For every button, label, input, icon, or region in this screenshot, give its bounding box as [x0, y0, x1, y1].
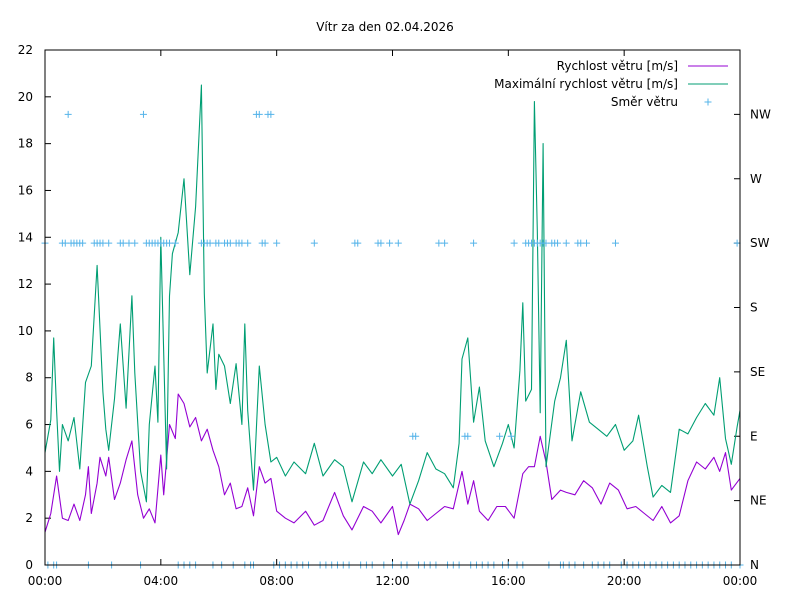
y-tick-label: 10	[18, 324, 33, 338]
y-tick-label: 6	[25, 418, 33, 432]
y-tick-label: 8	[25, 371, 33, 385]
legend-label-max-speed: Maximální rychlost větru [m/s]	[494, 77, 678, 91]
x-tick-label: 20:00	[607, 574, 642, 588]
y-tick-label: 0	[25, 558, 33, 572]
direction-point	[261, 239, 269, 247]
direction-point	[310, 239, 318, 247]
direction-point	[139, 110, 147, 118]
y-tick-label: 20	[18, 90, 33, 104]
direction-point	[507, 432, 515, 440]
y2-tick-label: NE	[750, 494, 767, 508]
direction-point	[470, 239, 478, 247]
chart-title: Vítr za den 02.04.2026	[316, 20, 454, 34]
direction-point	[496, 432, 504, 440]
direction-point	[377, 239, 385, 247]
y-tick-label: 2	[25, 511, 33, 525]
direction-point	[79, 239, 87, 247]
direction-point	[64, 110, 72, 118]
legend-label-speed: Rychlost větru [m/s]	[557, 59, 678, 73]
x-tick-label: 00:00	[723, 574, 758, 588]
direction-point	[255, 110, 263, 118]
y2-tick-label: SE	[750, 365, 765, 379]
x-tick-label: 08:00	[259, 574, 294, 588]
legend: Rychlost větru [m/s] Maximální rychlost …	[494, 59, 728, 109]
y2-tick-label: W	[750, 172, 762, 186]
y2-tick-label: NW	[750, 107, 771, 121]
y2-tick-label: E	[750, 429, 758, 443]
y-tick-label: 4	[25, 464, 33, 478]
y2-tick-label: N	[750, 558, 759, 572]
direction-point	[562, 239, 570, 247]
series-line-max-speed	[44, 84, 741, 505]
x-tick-label: 00:00	[28, 574, 63, 588]
y-tick-label: 18	[18, 137, 33, 151]
direction-point	[441, 239, 449, 247]
direction-point	[105, 239, 113, 247]
direction-point	[554, 239, 562, 247]
y2-tick-label: SW	[750, 236, 770, 250]
y-tick-label: 16	[18, 183, 33, 197]
direction-point	[386, 239, 394, 247]
direction-point	[354, 239, 362, 247]
x-tick-label: 04:00	[144, 574, 179, 588]
series-line-speed	[44, 393, 741, 536]
y-tick-label: 12	[18, 277, 33, 291]
direction-point	[267, 110, 275, 118]
direction-point	[394, 239, 402, 247]
direction-point	[171, 239, 179, 247]
direction-point	[611, 239, 619, 247]
plot-border	[44, 49, 741, 566]
x-tick-label: 16:00	[491, 574, 526, 588]
direction-point	[733, 239, 741, 247]
direction-point	[244, 239, 252, 247]
direction-point	[273, 239, 281, 247]
direction-point	[583, 239, 591, 247]
y-tick-label: 22	[18, 43, 33, 57]
direction-point	[510, 239, 518, 247]
y2-tick-label: S	[750, 301, 758, 315]
x-tick-label: 12:00	[375, 574, 410, 588]
legend-label-direction: Směr větru	[611, 95, 678, 109]
direction-point	[131, 239, 139, 247]
direction-point	[412, 432, 420, 440]
direction-point	[464, 432, 472, 440]
legend-sample-direction	[704, 98, 712, 106]
y-tick-label: 14	[18, 230, 33, 244]
